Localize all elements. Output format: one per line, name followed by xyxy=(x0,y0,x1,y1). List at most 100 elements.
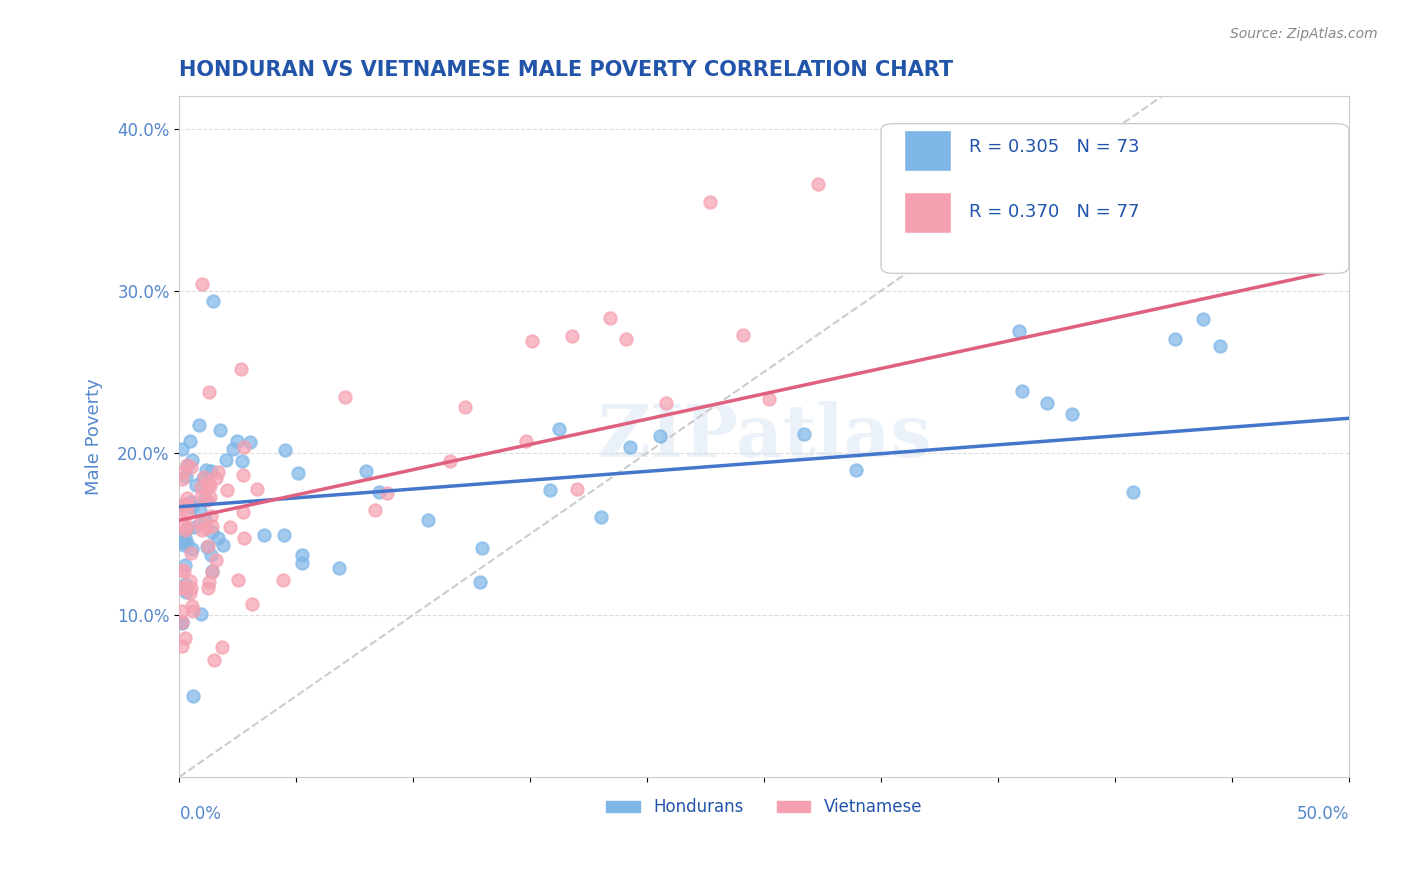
Point xyxy=(1122,484,1144,499)
Point xyxy=(174,469,197,483)
Point xyxy=(181,689,204,703)
Point xyxy=(176,458,198,473)
Point xyxy=(1147,258,1170,272)
Point xyxy=(198,384,221,399)
Point xyxy=(619,441,641,455)
Point xyxy=(207,531,229,545)
Point xyxy=(173,564,195,578)
Point xyxy=(217,483,239,498)
Point xyxy=(170,639,193,653)
Point xyxy=(177,498,200,512)
Point xyxy=(190,607,212,621)
Point xyxy=(198,575,221,590)
Point xyxy=(211,640,233,654)
Point xyxy=(188,418,211,433)
Point xyxy=(239,435,262,450)
Point xyxy=(200,548,222,562)
Point xyxy=(548,422,571,436)
Point xyxy=(333,390,356,404)
Point xyxy=(226,434,249,448)
Point xyxy=(845,463,868,477)
Point xyxy=(180,581,202,595)
Point xyxy=(807,178,830,192)
Point xyxy=(198,479,221,493)
Point xyxy=(1208,339,1230,353)
Point xyxy=(201,524,224,539)
Point xyxy=(204,552,226,566)
Point xyxy=(246,482,269,496)
Point xyxy=(193,471,215,485)
Point xyxy=(190,524,212,538)
Point xyxy=(176,523,198,537)
Point xyxy=(180,460,202,475)
Point xyxy=(232,468,254,483)
Point xyxy=(174,531,197,545)
Point xyxy=(172,498,194,512)
FancyBboxPatch shape xyxy=(882,124,1348,273)
Point xyxy=(252,528,274,542)
Point xyxy=(290,548,312,562)
Point xyxy=(180,494,202,508)
Point xyxy=(1192,312,1215,326)
Point xyxy=(561,329,583,343)
Point xyxy=(208,423,231,437)
Point xyxy=(184,478,207,492)
Point xyxy=(176,458,198,473)
Point xyxy=(184,520,207,534)
Point xyxy=(172,472,194,486)
Point xyxy=(191,277,214,291)
Point xyxy=(193,470,215,484)
Text: Source: ZipAtlas.com: Source: ZipAtlas.com xyxy=(1230,27,1378,41)
Point xyxy=(188,516,211,530)
Point xyxy=(194,491,217,506)
Point xyxy=(231,454,253,468)
Point xyxy=(194,513,217,527)
Point xyxy=(181,604,204,618)
Point xyxy=(176,508,198,522)
Point xyxy=(1036,396,1059,410)
Point xyxy=(219,520,242,534)
Point xyxy=(170,604,193,618)
Text: ZIPatlas: ZIPatlas xyxy=(598,401,931,472)
Point xyxy=(271,573,294,587)
Point xyxy=(174,558,197,573)
Point xyxy=(190,490,212,504)
Text: 0.0%: 0.0% xyxy=(180,805,221,822)
Bar xyxy=(904,192,952,233)
Point xyxy=(274,442,297,457)
Point xyxy=(176,491,198,505)
Point xyxy=(515,434,537,449)
Point xyxy=(368,485,391,500)
Point xyxy=(173,519,195,533)
Point xyxy=(173,523,195,537)
Point xyxy=(170,535,193,549)
Point xyxy=(170,563,193,577)
Point xyxy=(177,499,200,513)
Point xyxy=(214,452,236,467)
Point xyxy=(170,442,193,456)
Text: R = 0.305   N = 73: R = 0.305 N = 73 xyxy=(969,138,1139,156)
Point xyxy=(614,332,637,346)
Point xyxy=(197,581,219,595)
Point xyxy=(181,500,204,514)
Point xyxy=(170,616,193,631)
Point xyxy=(194,463,217,477)
Point xyxy=(172,580,194,594)
Point xyxy=(363,503,385,517)
Point xyxy=(190,481,212,495)
Point xyxy=(170,532,193,546)
Point xyxy=(654,395,676,409)
Point xyxy=(201,564,224,578)
Point xyxy=(273,528,295,542)
Point xyxy=(197,539,219,553)
Point xyxy=(471,541,494,555)
Point xyxy=(520,334,543,348)
Point xyxy=(377,486,399,500)
Point xyxy=(468,575,491,590)
Point xyxy=(1164,332,1187,346)
Point xyxy=(170,503,193,517)
Point xyxy=(211,538,233,552)
Point xyxy=(793,427,815,442)
Point xyxy=(202,653,225,667)
Point xyxy=(194,521,217,535)
